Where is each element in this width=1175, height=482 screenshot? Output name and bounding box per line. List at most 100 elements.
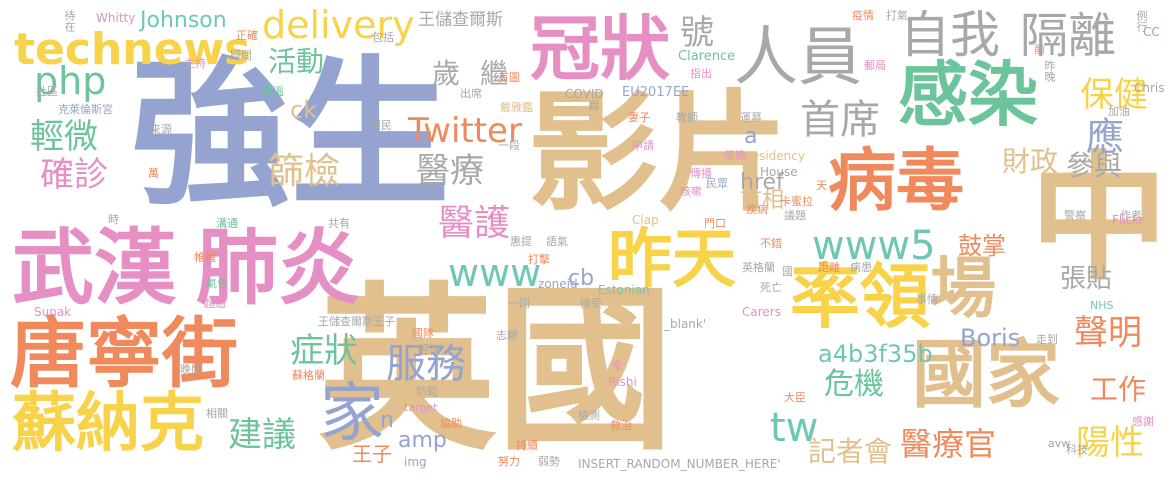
word: www5 (812, 223, 936, 269)
word: 聲明 (1074, 313, 1142, 353)
word: Clap (632, 213, 659, 227)
word: 待在 (63, 10, 76, 32)
word: href (740, 170, 784, 195)
word: 協助 (440, 417, 462, 430)
word: 包括 (372, 31, 394, 44)
word: 天 (816, 179, 827, 192)
word: INSERT_RANDOM_NUMBER_HERE' (578, 457, 781, 471)
word: 醫療官 (900, 425, 997, 463)
word: 超過 (204, 297, 226, 310)
word: 弱勢 (538, 455, 560, 468)
word: 危機 (824, 367, 884, 402)
word: 蘇格蘭 (292, 369, 325, 382)
word: Presidency (740, 149, 805, 163)
word: _blank' (664, 317, 707, 331)
word: 國家 (912, 332, 1060, 418)
word: 出席 (460, 87, 482, 100)
word: 國 (782, 265, 793, 278)
word: 工作 (1090, 373, 1147, 406)
word: 例行 (1135, 10, 1148, 32)
word: Sunak (34, 305, 72, 319)
word: 教師 (676, 111, 698, 124)
word: 英格蘭 (742, 261, 775, 274)
word: 門口 (704, 217, 726, 230)
word: 歲 (432, 57, 461, 90)
word: tw (770, 405, 819, 451)
word: 症狀 (290, 331, 358, 371)
word: Whitty (96, 11, 136, 25)
word: 感謝 (1132, 415, 1154, 428)
word: 鼓掌 (958, 232, 1006, 260)
word: 王儲查爾斯 (418, 10, 503, 30)
word: 服務 (386, 341, 466, 387)
word: 卡蜜拉 (780, 195, 813, 208)
word: Estonian (598, 283, 650, 297)
word: 咳嗽 (680, 185, 702, 198)
word: 病患 (850, 261, 872, 274)
word: 率領 (790, 256, 930, 338)
word: src (418, 179, 436, 193)
word: 醫療 (416, 151, 484, 191)
word: 感染 (898, 54, 1038, 136)
word: 救治 (610, 419, 632, 432)
word: 防範 (416, 385, 438, 398)
word: Carers (742, 305, 781, 319)
word: 首席 (800, 97, 880, 143)
word: 全 (612, 359, 623, 372)
word: 帷幄 (194, 251, 216, 264)
word: 應 (1086, 115, 1125, 159)
word: 蘇納克 (12, 387, 204, 461)
word: 英國 (318, 267, 674, 474)
word: 語氣 (546, 235, 568, 248)
word: n (380, 408, 394, 433)
word: 陽性 (1076, 423, 1144, 463)
word: 郵局 (864, 59, 886, 72)
word: 正確 (236, 29, 258, 42)
word: 議題 (784, 209, 806, 222)
word: 首圖 (498, 71, 520, 84)
word: 隔離 (1020, 8, 1117, 64)
word: 輕快 (418, 343, 440, 356)
word: 武漢 (12, 221, 177, 316)
word: 共有 (328, 217, 350, 230)
word: avw (1048, 437, 1071, 450)
word: Chris (1134, 81, 1165, 95)
word: 病毒 (828, 142, 965, 221)
word: Twitter (408, 111, 522, 151)
word: 檢測 (578, 409, 600, 422)
word: 家 (320, 377, 384, 451)
word: 昨天 (608, 223, 736, 297)
word: 影片 (528, 77, 789, 229)
word: delivery (262, 3, 415, 47)
word: 參與 (1066, 149, 1123, 182)
word: 持續 (516, 439, 538, 452)
word: 萬 (148, 167, 159, 180)
word: a (744, 124, 758, 149)
word: 昨晚 (1043, 60, 1056, 82)
word: 晚間 (180, 363, 202, 376)
word: 主持 (184, 57, 206, 70)
word: technews (14, 24, 251, 75)
word: 疑問 (230, 49, 252, 62)
word: 科技 (1066, 443, 1088, 456)
word: 國民 (370, 119, 392, 132)
word: 不錯 (760, 237, 782, 250)
word: 大臣 (784, 391, 806, 404)
word: 民眾 (706, 177, 728, 190)
word: 警察 (1064, 209, 1086, 222)
word: 相關 (206, 407, 228, 420)
word: EU2017EE (622, 85, 690, 100)
word: 疾病 (746, 203, 768, 216)
word: 記者會 (808, 435, 893, 468)
word: Rishi (608, 375, 637, 389)
word: 自我 (900, 6, 1000, 64)
word: 死亡 (760, 281, 782, 294)
word: 惠提 (510, 235, 532, 248)
word: 保健 (1080, 75, 1148, 115)
word: House (760, 165, 798, 179)
word: amp (398, 428, 447, 453)
word: 王儲查爾斯王子 (318, 315, 395, 328)
word: 強生 (130, 41, 451, 228)
word: 冠狀 (530, 8, 670, 90)
